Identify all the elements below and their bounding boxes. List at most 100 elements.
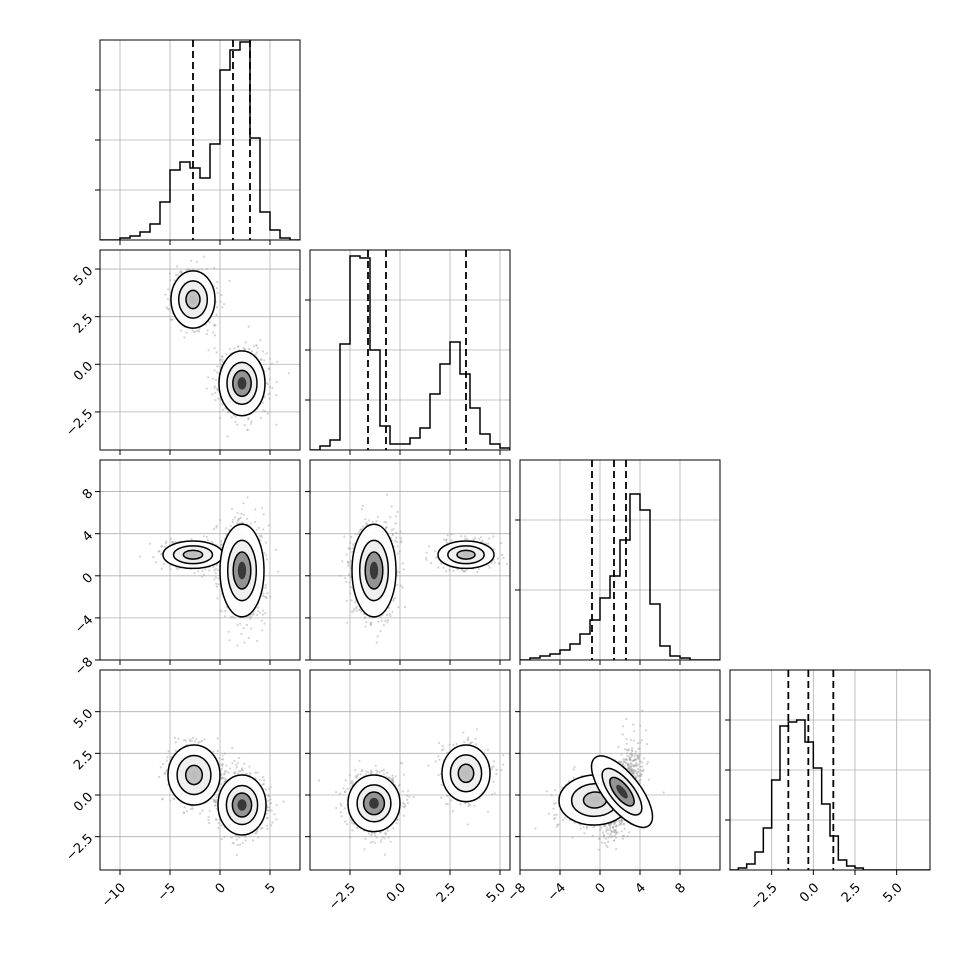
- scatter-point: [167, 288, 170, 291]
- scatter-point: [442, 566, 445, 569]
- scatter-point: [226, 435, 229, 438]
- scatter-point: [169, 279, 172, 282]
- scatter-point: [224, 609, 227, 613]
- scatter-point: [376, 635, 379, 638]
- scatter-point: [255, 344, 258, 347]
- scatter-point: [392, 527, 395, 530]
- scatter-point: [216, 597, 219, 600]
- scatter-point: [180, 270, 183, 273]
- scatter-point: [258, 534, 261, 538]
- scatter-point: [215, 313, 218, 316]
- scatter-point: [193, 572, 196, 575]
- scatter-point: [247, 325, 250, 328]
- scatter-point: [170, 318, 173, 321]
- scatter-point: [162, 562, 166, 566]
- scatter-point: [365, 521, 368, 525]
- scatter-point: [165, 540, 168, 543]
- scatter-point: [425, 551, 428, 554]
- scatter-point: [220, 293, 223, 297]
- scatter-point: [268, 386, 271, 389]
- scatter-point: [243, 348, 246, 351]
- scatter-point: [402, 568, 405, 571]
- scatter-point: [386, 621, 389, 624]
- scatter-point: [205, 267, 208, 271]
- scatter-point: [476, 570, 479, 574]
- scatter-point: [241, 769, 245, 772]
- scatter-point: [450, 539, 453, 542]
- scatter-point: [461, 569, 464, 572]
- scatter-point: [196, 329, 199, 332]
- scatter-point: [274, 548, 277, 551]
- scatter-point: [198, 327, 201, 331]
- scatter-point: [505, 562, 509, 566]
- scatter-point: [213, 266, 216, 269]
- scatter-point: [393, 596, 397, 600]
- scatter-point: [360, 610, 363, 613]
- scatter-point: [349, 547, 352, 550]
- scatter-point: [361, 504, 364, 507]
- scatter-point: [394, 515, 397, 518]
- scatter-point: [385, 493, 389, 496]
- scatter-point: [355, 605, 358, 608]
- scatter-point: [275, 423, 278, 426]
- scatter-point: [264, 584, 267, 587]
- scatter-point: [213, 369, 216, 372]
- scatter-point: [223, 615, 227, 618]
- scatter-point: [214, 385, 217, 388]
- scatter-point: [392, 533, 395, 536]
- scatter-point: [173, 279, 176, 282]
- scatter-point: [397, 606, 400, 609]
- scatter-point: [370, 621, 373, 624]
- scatter-point: [380, 619, 383, 622]
- scatter-point: [219, 518, 222, 522]
- scatter-point: [242, 627, 245, 630]
- scatter-point: [395, 531, 398, 535]
- scatter-point: [244, 341, 247, 344]
- scatter-point: [358, 608, 361, 611]
- panel-p30: −10 −5 0 5−2.50.02.55.0: [63, 669, 301, 910]
- scatter-point: [346, 560, 350, 564]
- scatter-point: [269, 595, 272, 598]
- scatter-point: [360, 508, 363, 511]
- scatter-point: [481, 539, 484, 542]
- scatter-point: [256, 606, 260, 609]
- scatter-point: [216, 291, 219, 294]
- scatter-point: [354, 601, 357, 604]
- scatter-point: [202, 535, 205, 538]
- scatter-point: [164, 542, 167, 545]
- scatter-point: [375, 641, 378, 644]
- scatter-point: [219, 358, 222, 361]
- scatter-point: [262, 350, 265, 353]
- scatter-point: [174, 541, 177, 544]
- scatter-point: [242, 502, 245, 505]
- scatter-point: [267, 393, 270, 396]
- scatter-point: [158, 549, 161, 553]
- scatter-point: [379, 630, 382, 633]
- scatter-point: [215, 287, 218, 290]
- scatter-point: [255, 528, 258, 532]
- scatter-point: [466, 537, 469, 541]
- scatter-point: [450, 533, 453, 536]
- scatter-point: [214, 567, 217, 571]
- scatter-point: [260, 536, 263, 539]
- scatter-point: [259, 539, 262, 542]
- scatter-point: [268, 397, 271, 400]
- scatter-point: [229, 524, 232, 527]
- scatter-point: [220, 777, 223, 781]
- scatter-point: [229, 616, 232, 619]
- scatter-point: [382, 624, 385, 627]
- scatter-point: [348, 547, 351, 550]
- scatter-point: [219, 609, 222, 612]
- scatter-point: [206, 329, 209, 332]
- scatter-point: [207, 376, 210, 379]
- scatter-point: [155, 561, 158, 564]
- scatter-point: [213, 578, 216, 581]
- scatter-point: [263, 622, 266, 625]
- scatter-point: [345, 580, 348, 583]
- scatter-point: [392, 598, 395, 601]
- scatter-point: [258, 611, 261, 614]
- scatter-point: [221, 355, 224, 358]
- scatter-point: [214, 576, 217, 579]
- scatter-point: [387, 606, 390, 610]
- x-tick-label: 0.0: [797, 880, 822, 905]
